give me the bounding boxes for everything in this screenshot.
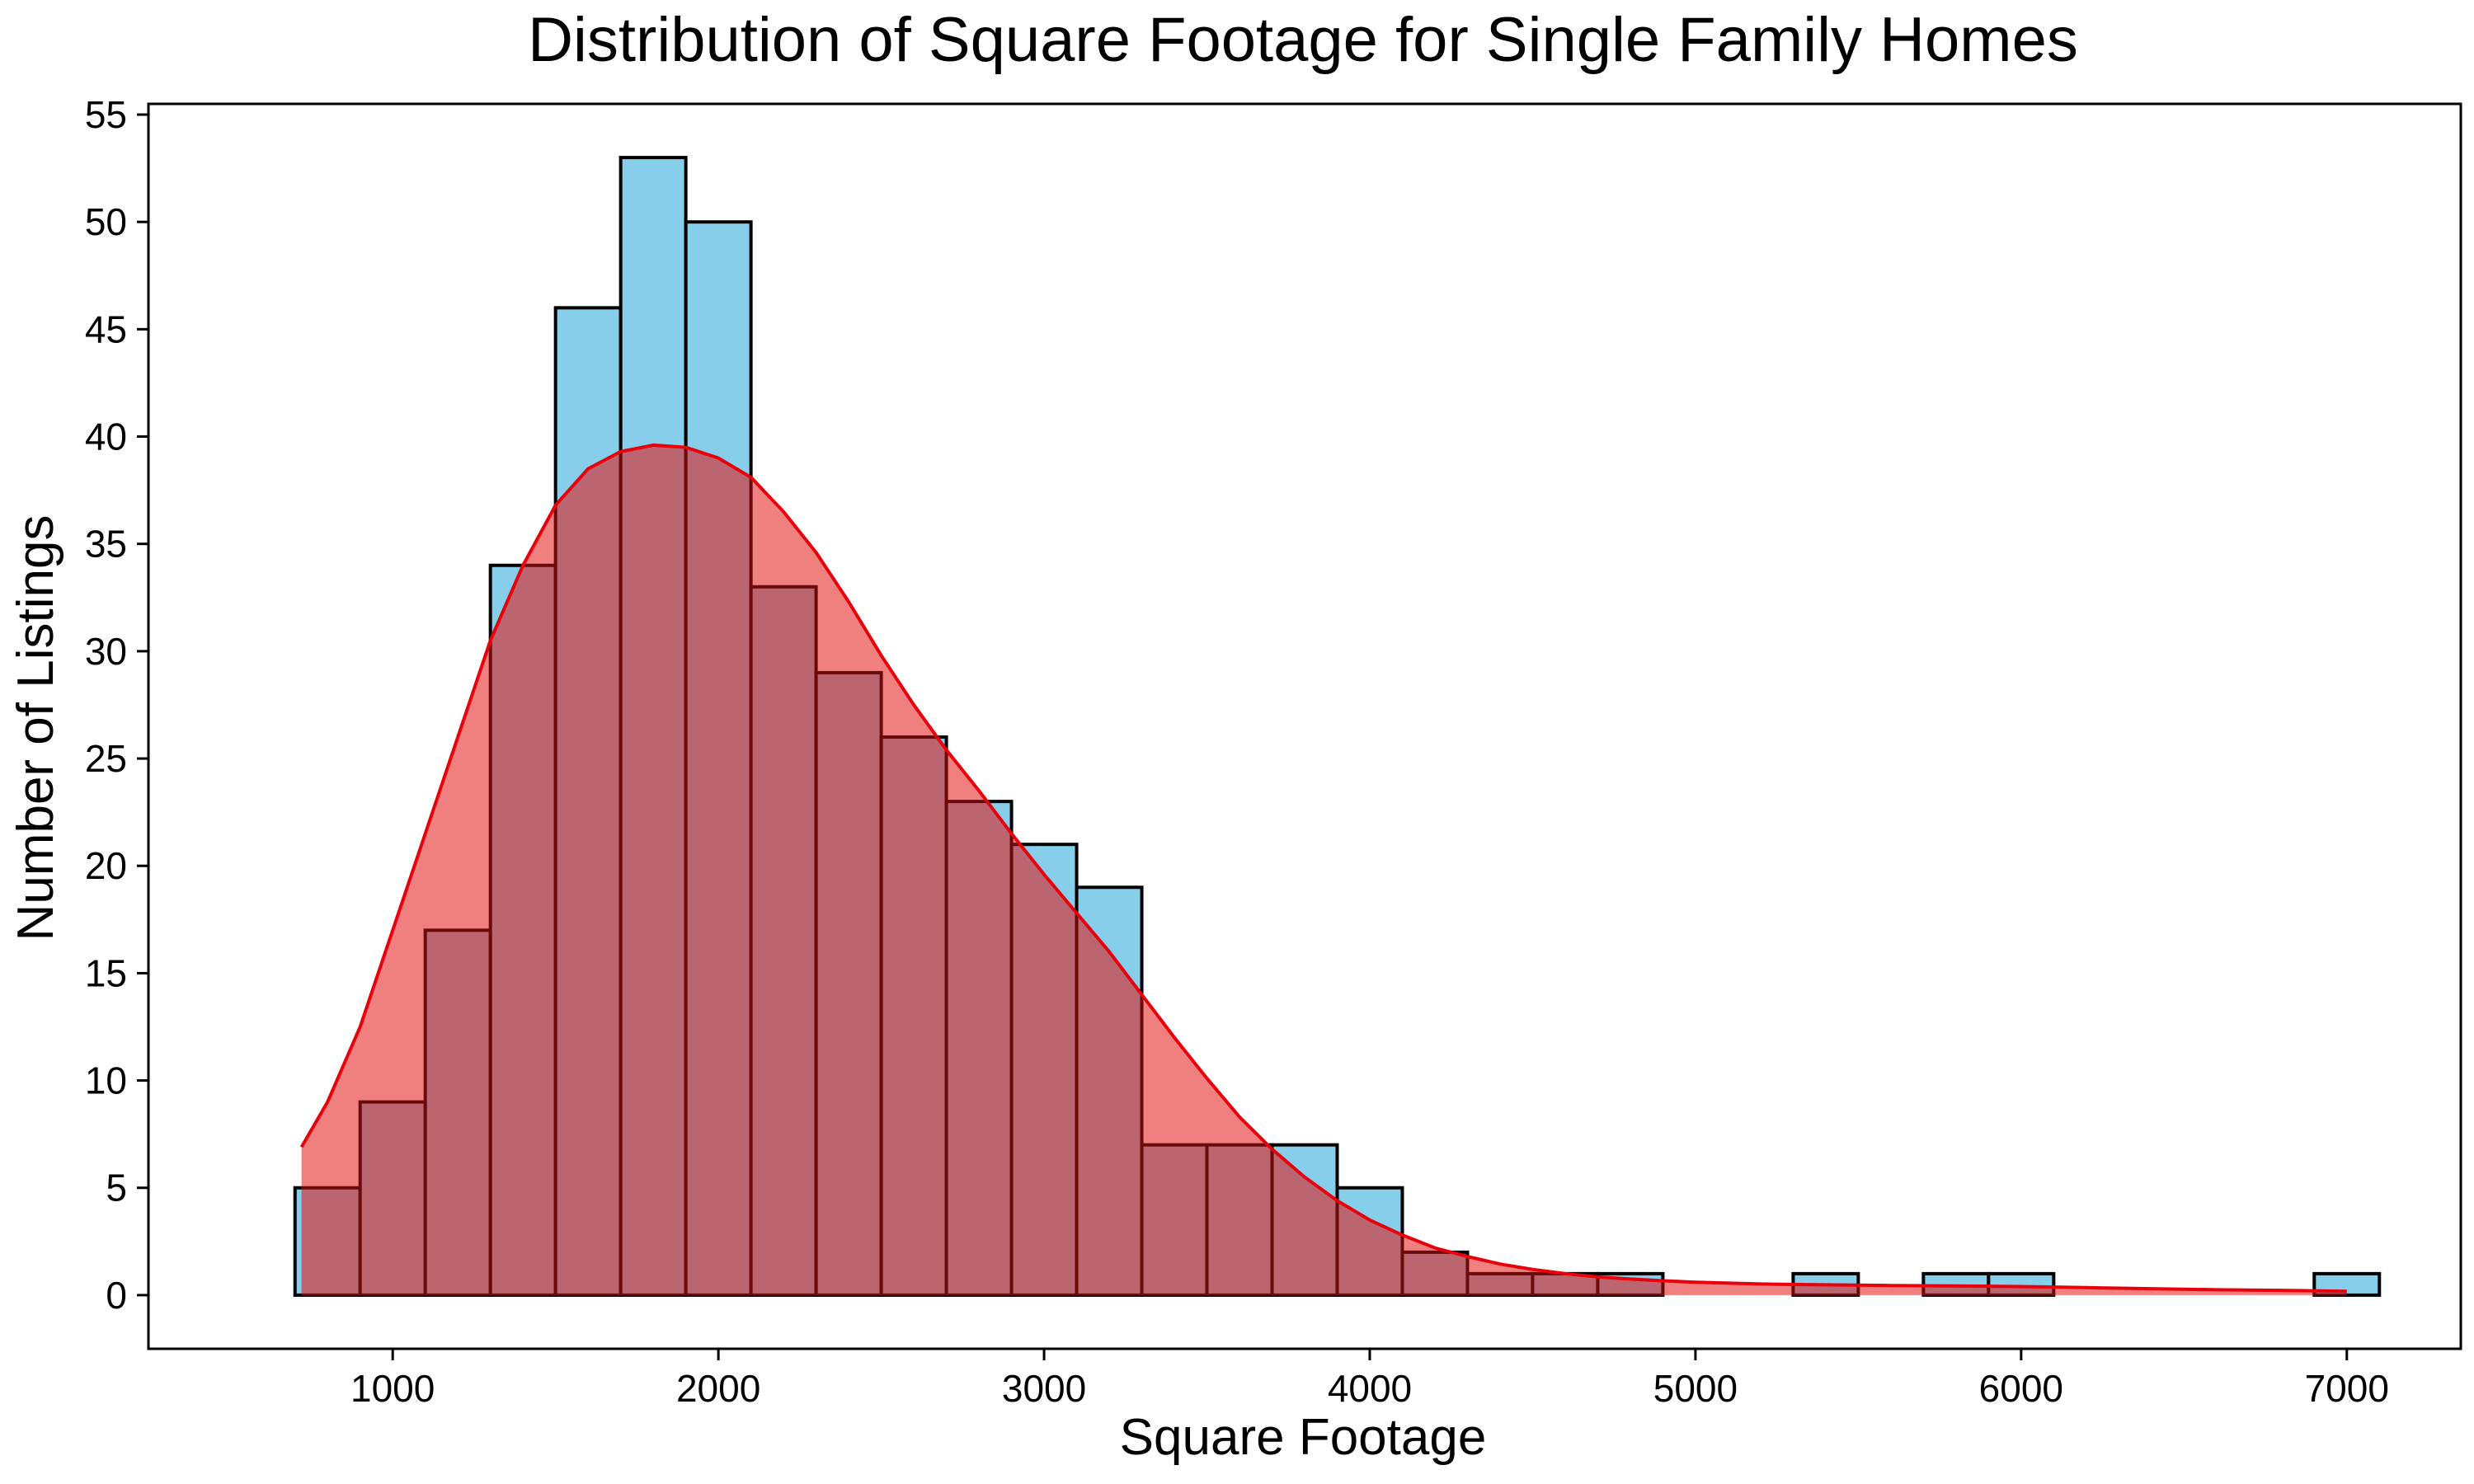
chart-title: Distribution of Square Footage for Singl… [528,5,2078,75]
y-tick-label: 10 [85,1059,127,1102]
plot-frame [147,102,2462,1350]
histogram-bar-overlap [749,585,818,1295]
x-tick-label: 4000 [1328,1367,1412,1410]
y-tick-label: 50 [85,200,127,243]
y-tick-label: 25 [85,737,127,780]
x-tick-label: 7000 [2305,1367,2389,1410]
histogram-bar-overlap [1205,1143,1274,1295]
y-tick-label: 40 [85,416,127,458]
y-axis-ticks: 0 5 10 15 20 25 30 35 40 45 50 55 [85,93,148,1317]
x-tick-label: 1000 [350,1367,435,1410]
histogram-bar-overlap [1465,1271,1535,1295]
y-tick-label: 5 [106,1167,127,1209]
histogram-bar-overlap [488,563,557,1295]
plot-area: 1000 2000 3000 4000 5000 6000 7000 0 5 10 15 20 25 30… [85,93,2462,1410]
y-axis-label: Number of Listings [7,515,64,942]
y-tick-label: 55 [85,93,127,136]
x-tick-label: 2000 [676,1367,760,1410]
histogram-bar-overlap [684,444,753,1295]
x-tick-label: 5000 [1653,1367,1738,1410]
x-tick-label: 3000 [1002,1367,1086,1410]
y-tick-label: 15 [85,951,127,994]
histogram-bar-overlap [1009,843,1079,1295]
histogram-bar-overlap [618,444,688,1295]
x-axis-ticks: 1000 2000 3000 4000 5000 6000 7000 [350,1349,2389,1410]
histogram-bar-overlap [1140,1143,1209,1295]
y-tick-label: 20 [85,844,127,887]
histogram-bar-overlap [1400,1250,1470,1295]
y-tick-label: 0 [106,1274,127,1317]
y-tick-label: 35 [85,523,127,566]
histogram-bar-overlap [814,670,883,1295]
x-axis-label: Square Footage [1120,1409,1487,1466]
histogram-bar-overlap [301,1186,362,1295]
kde-line [299,443,2347,1294]
histogram-bar-overlap [879,735,948,1295]
histogram-bar-overlap [553,444,623,1295]
y-tick-label: 30 [85,630,127,673]
histogram-bar-overlap [944,800,1014,1295]
y-tick-label: 45 [85,308,127,350]
histogram-bar-overlap [358,1100,427,1295]
x-tick-label: 6000 [1979,1367,2063,1410]
histogram-bar-overlap [423,928,492,1295]
